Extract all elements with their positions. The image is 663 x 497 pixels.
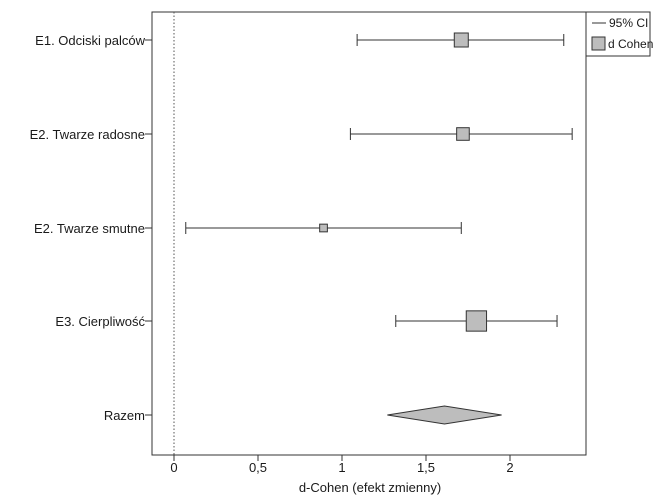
study-label: E2. Twarze smutne bbox=[34, 221, 145, 236]
summary-row: Razem bbox=[104, 405, 502, 425]
summary-diamond bbox=[387, 405, 502, 425]
x-tick-label: 1,5 bbox=[417, 460, 435, 475]
effect-square bbox=[453, 32, 469, 48]
study-label: E2. Twarze radosne bbox=[30, 127, 145, 142]
study-label: E3. Cierpliwość bbox=[55, 314, 145, 329]
study-row: E2. Twarze smutne bbox=[34, 221, 462, 236]
study-label: E1. Odciski palców bbox=[35, 33, 145, 48]
effect-square bbox=[456, 127, 470, 141]
effect-square bbox=[319, 223, 328, 233]
summary-label: Razem bbox=[104, 408, 145, 423]
x-tick-label: 1 bbox=[338, 460, 345, 475]
study-row: E3. Cierpliwość bbox=[55, 310, 558, 332]
legend-ci-label: 95% CI bbox=[609, 16, 648, 30]
x-axis-label: d-Cohen (efekt zmienny) bbox=[299, 480, 441, 495]
x-tick-label: 0 bbox=[170, 460, 177, 475]
plot-frame bbox=[151, 11, 587, 456]
study-row: E2. Twarze radosne bbox=[30, 127, 573, 142]
x-tick-label: 0,5 bbox=[249, 460, 267, 475]
x-tick-label: 2 bbox=[506, 460, 513, 475]
study-row: E1. Odciski palców bbox=[35, 32, 565, 48]
effect-square bbox=[465, 310, 488, 332]
legend-point-label: d Cohen bbox=[608, 37, 653, 51]
legend-square-icon bbox=[591, 36, 606, 51]
legend: 95% CI d Cohen bbox=[585, 11, 653, 57]
